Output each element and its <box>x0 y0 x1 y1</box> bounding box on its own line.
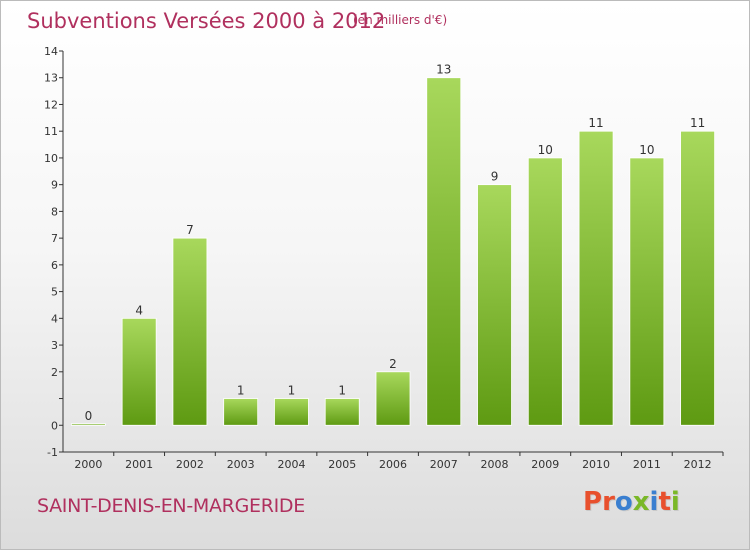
y-tick-label: 3 <box>51 339 58 352</box>
y-tick-label: 10 <box>44 152 58 165</box>
logo-letter: t <box>658 487 671 517</box>
y-tick-label: 11 <box>44 125 58 138</box>
value-label: 4 <box>135 303 143 317</box>
x-tick-label: 2001 <box>125 458 153 471</box>
logo-letter: i <box>649 487 659 517</box>
x-tick-label: 2007 <box>430 458 458 471</box>
y-tick-label: 6 <box>51 259 58 272</box>
value-label: 1 <box>338 384 346 398</box>
x-tick-label: 2002 <box>176 458 204 471</box>
x-tick-label: 2008 <box>481 458 509 471</box>
x-tick-label: 2012 <box>684 458 712 471</box>
bar-2012 <box>680 130 716 426</box>
bar-2011 <box>629 157 665 426</box>
logo-letter: x <box>632 487 650 517</box>
x-tick-label: 2003 <box>227 458 255 471</box>
value-label: 13 <box>436 63 451 77</box>
value-label: 11 <box>588 116 603 130</box>
bar-2010 <box>578 130 614 426</box>
bar-2001 <box>121 317 157 426</box>
value-label: 1 <box>237 384 245 398</box>
y-tick-label: 2 <box>51 366 58 379</box>
x-tick-label: 2010 <box>582 458 610 471</box>
value-label: 9 <box>491 170 499 184</box>
x-tick-label: 2004 <box>277 458 305 471</box>
value-label: 10 <box>639 143 654 157</box>
y-tick-label: 5 <box>51 286 58 299</box>
value-label: 1 <box>288 384 296 398</box>
x-tick-label: 2011 <box>633 458 661 471</box>
logo-letter: i <box>670 487 680 517</box>
y-tick-label: 9 <box>51 179 58 192</box>
y-tick-label: -1 <box>47 446 58 459</box>
y-tick-label: 12 <box>44 98 58 111</box>
bar-2006 <box>375 371 411 426</box>
proxiti-logo: Proxiti <box>583 487 680 517</box>
bar-2004 <box>274 398 309 426</box>
y-tick-label: 7 <box>51 232 58 245</box>
y-tick-label: 0 <box>51 419 58 432</box>
x-tick-label: 2000 <box>74 458 102 471</box>
x-tick-label: 2005 <box>328 458 356 471</box>
value-label: 10 <box>538 143 553 157</box>
bar-2000 <box>70 423 106 426</box>
y-tick-label: 4 <box>51 312 58 325</box>
y-tick-label: 8 <box>51 205 58 218</box>
logo-letter: o <box>614 487 633 517</box>
logo-letter: P <box>583 487 603 517</box>
bar-2007 <box>426 77 462 426</box>
value-label: 11 <box>690 116 705 130</box>
bar-2009 <box>527 157 563 426</box>
x-tick-label: 2006 <box>379 458 407 471</box>
bar-2003 <box>223 398 259 426</box>
logo-letter: r <box>602 487 615 517</box>
bar-2002 <box>172 237 208 426</box>
bar-2008 <box>477 184 512 426</box>
value-label: 2 <box>389 357 397 371</box>
chart-unit-label: (en milliers d'€) <box>353 13 448 27</box>
x-tick-label: 2009 <box>531 458 559 471</box>
y-tick-label: 13 <box>44 72 58 85</box>
bar-2005 <box>324 398 360 426</box>
value-label: 0 <box>85 409 93 423</box>
commune-name: SAINT-DENIS-EN-MARGERIDE <box>37 495 305 517</box>
value-label: 7 <box>186 223 194 237</box>
chart-title: Subventions Versées 2000 à 2012 <box>27 9 386 33</box>
y-tick-label: 14 <box>44 45 58 58</box>
